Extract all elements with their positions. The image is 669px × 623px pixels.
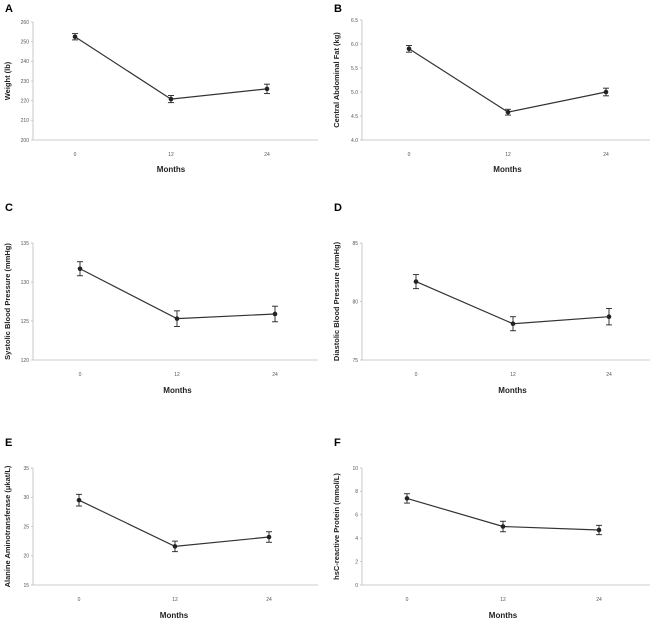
panel-b-x-tick-label: 24 bbox=[603, 152, 609, 158]
panel-c-letter: C bbox=[5, 202, 13, 214]
panel-e: E 15 20 25 30 35 0 12 24 Alanine Aminotransferase… bbox=[3, 437, 318, 620]
panel-e-series-line bbox=[78, 499, 270, 548]
panel-f-y-tick-label: 8 bbox=[355, 489, 358, 495]
panel-d-y-tick-label: 80 bbox=[352, 299, 358, 305]
panel-c-x-tick-label: 24 bbox=[272, 372, 278, 378]
panel-a-x-tick-label: 12 bbox=[168, 152, 174, 158]
panel-b-x-tick-label: 12 bbox=[505, 152, 511, 158]
panel-a-y-tick-label: 210 bbox=[21, 118, 30, 124]
panel-e-y-tick-label: 35 bbox=[23, 466, 29, 472]
panel-f-x-axis-title: Months bbox=[489, 611, 518, 620]
panel-a-y-axis-title: Weight (lb) bbox=[3, 61, 12, 100]
panel-e-data-point bbox=[266, 534, 272, 540]
panel-e-y-tick-label: 15 bbox=[23, 583, 29, 589]
panel-e-letter: E bbox=[5, 437, 12, 449]
panel-e-y-axis-title: Alanine Aminotransferase (μkat/L) bbox=[3, 465, 12, 587]
panel-f-y-tick-label: 10 bbox=[352, 466, 358, 472]
panel-a-data-point bbox=[168, 96, 174, 102]
panel-b-y-tick-label: 6.5 bbox=[351, 18, 358, 24]
panel-d-data-point bbox=[606, 314, 612, 320]
panel-f-y-tick-label: 2 bbox=[355, 559, 358, 565]
panel-d-data-point bbox=[413, 279, 419, 284]
panel-d-x-tick-label: 12 bbox=[510, 372, 516, 378]
panel-c-data-point bbox=[77, 266, 83, 272]
panel-f-y-tick-label: 4 bbox=[355, 536, 358, 542]
panel-c-x-tick-label: 12 bbox=[174, 372, 180, 378]
panel-b-letter: B bbox=[334, 3, 342, 15]
panel-e-x-tick-label: 12 bbox=[172, 597, 178, 603]
panel-a-y-tick-label: 250 bbox=[21, 39, 30, 45]
panel-c-x-axis-title: Months bbox=[163, 386, 192, 395]
panel-d-x-tick-label: 0 bbox=[415, 372, 418, 378]
panel-b-y-axis-title: Central Abdominal Fat (kg) bbox=[332, 32, 341, 128]
panel-f-y-axis-title: hsC-reactive Protein (mmol/L) bbox=[332, 473, 341, 580]
panel-e-data-point bbox=[76, 497, 82, 503]
panel-b-x-tick-label: 0 bbox=[408, 152, 411, 158]
panel-b-series-line bbox=[408, 48, 607, 113]
panel-f-y-tick-label: 0 bbox=[355, 583, 358, 589]
panel-e-x-axis-title: Months bbox=[160, 611, 189, 620]
panel-d-letter: D bbox=[334, 202, 342, 214]
panel-d-data-point bbox=[510, 321, 516, 327]
panel-a-y-tick-label: 240 bbox=[21, 59, 30, 65]
panel-d-y-tick-label: 75 bbox=[352, 358, 358, 364]
panel-c-y-tick-label: 130 bbox=[21, 280, 30, 286]
panel-e-y-tick-label: 25 bbox=[23, 524, 29, 530]
panel-f-x-tick-label: 0 bbox=[406, 597, 409, 603]
panel-c-y-tick-label: 135 bbox=[21, 241, 30, 247]
panel-a-y-tick-label: 260 bbox=[21, 20, 30, 26]
panel-c-x-tick-label: 0 bbox=[79, 372, 82, 378]
panel-d-y-tick-label: 85 bbox=[352, 241, 358, 247]
panel-f-y-tick-label: 6 bbox=[355, 513, 358, 519]
panel-f-data-point bbox=[500, 524, 506, 529]
panel-b-data-point bbox=[603, 89, 609, 95]
panel-c-data-point bbox=[174, 316, 180, 321]
panel-b-data-point bbox=[406, 46, 412, 52]
panel-d: D 75 80 85 0 12 24 Diastolic Blood Pressure (mm… bbox=[332, 202, 650, 395]
panel-c: C 120 125 130 135 0 12 24 Systolic Blood Pressur… bbox=[3, 202, 318, 395]
panel-c-y-tick-label: 120 bbox=[21, 358, 30, 364]
panel-b-y-tick-label: 4.5 bbox=[351, 114, 358, 120]
panel-a-series-line bbox=[74, 36, 268, 100]
panel-d-series-line bbox=[415, 281, 610, 325]
panel-e-x-tick-label: 24 bbox=[266, 597, 272, 603]
panel-b-x-axis-title: Months bbox=[493, 165, 522, 174]
panel-b: B 4.0 4.5 5.0 5.5 6.0 6.5 0 12 24 Central Abdomina… bbox=[332, 3, 650, 174]
panel-a-x-axis-title: Months bbox=[157, 165, 186, 174]
panel-f-x-tick-label: 12 bbox=[500, 597, 506, 603]
panel-a-x-tick-label: 0 bbox=[74, 152, 77, 158]
panel-e-y-tick-label: 30 bbox=[23, 495, 29, 501]
panel-e-data-point bbox=[172, 544, 178, 549]
panel-a-data-point bbox=[72, 34, 78, 40]
panel-d-x-tick-label: 24 bbox=[606, 372, 612, 378]
panel-f-data-point bbox=[404, 496, 410, 501]
panel-c-y-axis-title: Systolic Blood Pressure (mmHg) bbox=[3, 243, 12, 360]
panel-d-x-axis-title: Months bbox=[498, 386, 527, 395]
panel-f-data-point bbox=[596, 527, 602, 533]
panel-a-y-tick-label: 220 bbox=[21, 98, 30, 104]
panel-c-data-point bbox=[272, 311, 278, 317]
panel-e-x-tick-label: 0 bbox=[78, 597, 81, 603]
panel-e-y-tick-label: 20 bbox=[23, 554, 29, 560]
panel-d-y-axis-title: Diastolic Blood Pressure (mmHg) bbox=[332, 241, 341, 361]
panel-f-letter: F bbox=[334, 437, 341, 449]
panel-a-data-point bbox=[264, 86, 270, 92]
panel-b-y-tick-label: 4.0 bbox=[351, 138, 358, 144]
panel-b-y-tick-label: 5.0 bbox=[351, 90, 358, 96]
panel-a-x-tick-label: 24 bbox=[264, 152, 270, 158]
panel-f-x-tick-label: 24 bbox=[596, 597, 602, 603]
panel-b-y-tick-label: 6.0 bbox=[351, 42, 358, 48]
panel-b-y-tick-label: 5.5 bbox=[351, 66, 358, 72]
panel-a-y-tick-label: 200 bbox=[21, 138, 30, 144]
panel-b-data-point bbox=[505, 109, 511, 115]
panel-a-y-tick-label: 230 bbox=[21, 79, 30, 85]
panel-a: A 200 210 220 230 240 250 260 0 12 24 Weight (lb) Mo… bbox=[3, 3, 318, 174]
panel-c-y-tick-label: 125 bbox=[21, 319, 30, 325]
panel-a-letter: A bbox=[5, 3, 13, 15]
